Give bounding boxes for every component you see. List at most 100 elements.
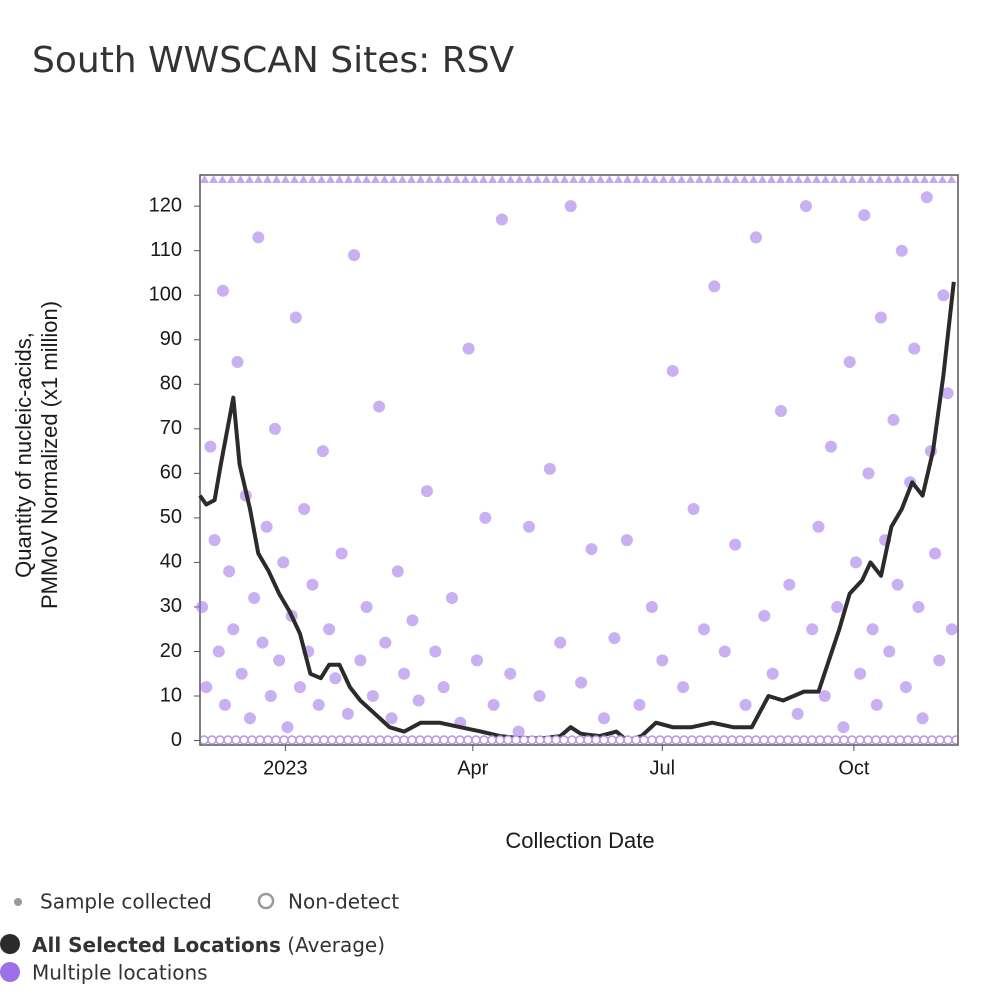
data-point [812,520,825,533]
data-point [462,342,475,355]
data-point [412,694,425,707]
data-point [293,681,306,694]
data-point [866,623,879,636]
data-point [758,609,771,622]
data-point [204,440,217,453]
data-point [373,400,386,413]
y-tick-label: 20 [160,640,182,662]
grid: 0 10 20 30 40 50 60 70 80 90 100 110 120 2023 Apr Jul Oc… [149,194,870,779]
data-point [231,356,244,369]
data-point [554,636,567,649]
data-point [843,356,856,369]
y-axis-title-line: PMMoV Normalized (x1 million) [37,301,62,609]
data-point [697,623,710,636]
data-point [575,676,588,689]
data-point [223,565,236,578]
data-point [806,623,819,636]
data-point [750,231,763,244]
data-point [899,681,912,694]
y-tick-label: 40 [160,551,182,573]
data-point [379,636,392,649]
data-point [504,667,517,680]
data-point [420,485,433,498]
y-tick-label: 80 [160,373,182,395]
data-point [543,462,556,475]
data-point [391,565,404,578]
data-point [196,600,209,613]
data-point [495,213,508,226]
y-tick-label: 0 [171,729,182,751]
legend-label: Non-detect [288,890,399,914]
marks [196,191,958,743]
y-tick-label: 30 [160,595,182,617]
data-point [252,231,265,244]
data-point [479,511,492,524]
data-point [281,721,294,734]
data-point [235,667,248,680]
data-point [858,209,871,222]
data-point [445,592,458,605]
data-point [870,698,883,711]
legend-label: All Selected Locations (Average) [32,933,385,957]
legend-label: Sample collected [40,890,212,914]
legend-series: All Selected Locations [32,933,281,957]
data-point [633,698,646,711]
data-point [385,712,398,725]
data-point [687,502,700,515]
data-point [891,578,904,591]
data-point [533,690,546,703]
data-point [243,712,256,725]
data-point [354,654,367,667]
x-tick-label: 2023 [263,757,308,779]
data-point [874,311,887,324]
data-point [227,623,240,636]
data-point [360,600,373,613]
data-point [739,698,752,711]
data-point [398,667,411,680]
data-point [564,200,577,213]
data-point [200,681,213,694]
y-axis-title: Quantity of nucleic-acids, PMMoV Normali… [11,301,62,609]
x-tick-label: Apr [457,757,488,779]
data-point [597,712,610,725]
data-point [933,654,946,667]
data-point [666,364,679,377]
data-point [937,289,950,302]
y-tick-label: 120 [149,194,182,216]
data-point [774,405,787,418]
data-point [523,520,536,533]
data-point [585,543,598,556]
data-point [645,600,658,613]
data-point [862,467,875,480]
y-axis-title-line: Quantity of nucleic-acids, [11,332,36,578]
data-point [620,534,633,547]
data-point [264,690,277,703]
data-point [218,698,231,711]
legend-marker [0,962,20,982]
plot-frame [199,174,959,746]
data-point [729,538,742,551]
data-point [277,556,290,569]
legend-note: (Average) [287,933,385,957]
data-point [608,632,621,645]
data-point [298,502,311,515]
data-point [818,690,831,703]
x-axis-title: Collection Date [505,828,654,853]
legend-marker [14,898,22,906]
data-point [912,600,925,613]
data-point [341,707,354,720]
legend-label: Multiple locations [32,961,208,985]
data-point [766,667,779,680]
data-point [273,654,286,667]
data-point [929,547,942,560]
data-point [799,200,812,213]
data-point [824,440,837,453]
data-point [335,547,348,560]
data-point [895,244,908,257]
data-point [289,311,302,324]
data-point [791,707,804,720]
data-point [256,636,269,649]
data-point [883,645,896,658]
data-point [212,645,225,658]
y-tick-label: 70 [160,417,182,439]
